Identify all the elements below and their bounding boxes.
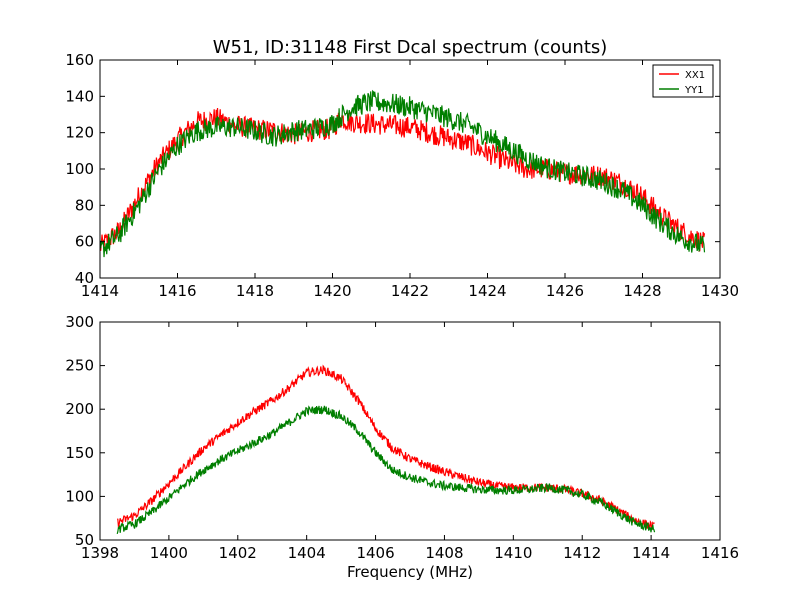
y-tick-label: 100	[65, 487, 94, 505]
x-tick-label: 1420	[313, 282, 351, 300]
series-line-yy1	[116, 405, 656, 535]
y-tick-label: 100	[65, 160, 94, 178]
x-tick-label: 1422	[391, 282, 429, 300]
x-tick-label: 1410	[494, 544, 532, 562]
x-tick-label: 1428	[623, 282, 661, 300]
series-group	[116, 364, 656, 535]
y-tick-label: 150	[65, 444, 94, 462]
x-tick-label: 1404	[288, 544, 326, 562]
axes-frame	[99, 321, 721, 541]
y-tick-label: 300	[65, 313, 94, 331]
legend-label-xx1: XX1	[685, 70, 705, 81]
figure-title: W51, ID:31148 First Dcal spectrum (count…	[213, 37, 608, 58]
y-tick-label: 160	[65, 51, 94, 69]
legend-box	[652, 64, 714, 98]
x-tick-label: 1418	[236, 282, 274, 300]
y-tick-label: 200	[65, 400, 94, 418]
x-tick-label: 1424	[468, 282, 506, 300]
x-tick-label: 1398	[81, 544, 119, 562]
x-tick-label: 1426	[546, 282, 584, 300]
x-tick-label: 1414	[81, 282, 119, 300]
y-tick-label: 80	[75, 196, 94, 214]
series-line-xx1	[116, 364, 655, 530]
legend-label-yy1: YY1	[684, 85, 704, 96]
y-tick-label: 250	[65, 357, 94, 375]
y-tick-label: 140	[65, 87, 94, 105]
bottom-plot: 1398 1400 1402 1404 1406 1408 1410 1412 1414 1416…	[65, 313, 739, 562]
x-tick-label: 1402	[219, 544, 257, 562]
x-tick-label: 1406	[356, 544, 394, 562]
x-tick-label: 1416	[701, 544, 739, 562]
series-line-yy1	[100, 89, 706, 258]
x-tick-label: 1414	[632, 544, 670, 562]
y-tick-label: 60	[75, 233, 94, 251]
y-tick-label: 50	[75, 531, 94, 549]
x-tick-label: 1430	[701, 282, 739, 300]
y-tick-label: 120	[65, 124, 94, 142]
x-tick-label: 1408	[425, 544, 463, 562]
x-tick-label: 1412	[563, 544, 601, 562]
x-axis-label: Frequency (MHz)	[347, 563, 473, 581]
x-tick-label: 1416	[158, 282, 196, 300]
y-tick-label: 40	[75, 269, 94, 287]
top-plot: 1414 1416 1418 1420 1422 1424 1426 1428 1430 40 60…	[65, 51, 739, 300]
x-tick-label: 1400	[150, 544, 188, 562]
series-group	[100, 89, 706, 258]
